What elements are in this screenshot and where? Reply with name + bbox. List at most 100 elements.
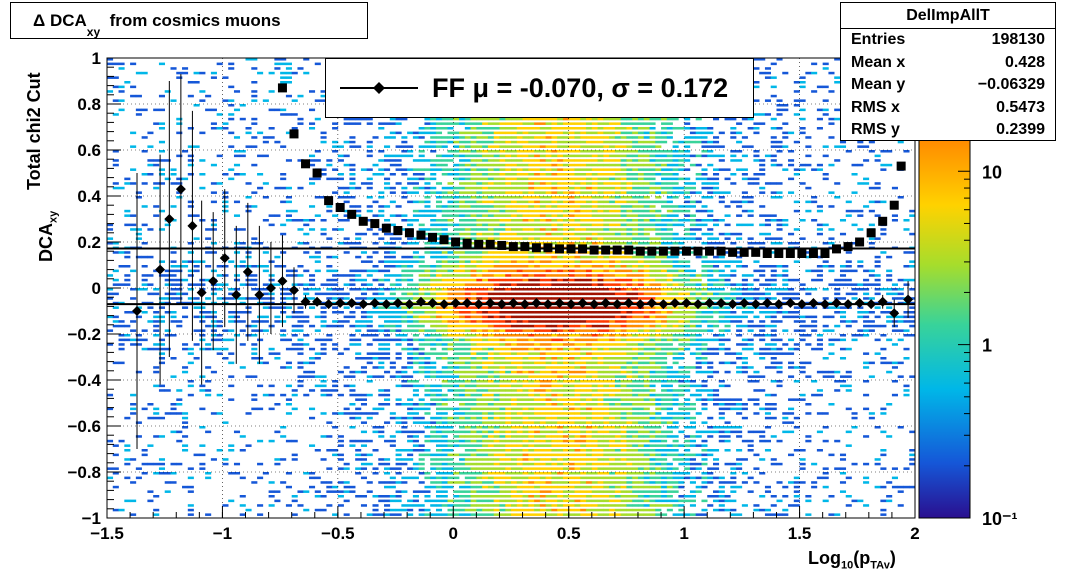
- heatmap-cell: [130, 311, 137, 314]
- heatmap-cell: [401, 214, 408, 217]
- heatmap-cell: [464, 177, 471, 181]
- heatmap-cell: [476, 163, 483, 167]
- heatmap-cell: [430, 214, 437, 217]
- heatmap-cell: [268, 274, 275, 277]
- heatmap-cell: [591, 472, 598, 475]
- heatmap-cell: [562, 301, 570, 305]
- heatmap-cell: [124, 223, 131, 227]
- heatmap-cell: [424, 283, 431, 286]
- heatmap-cell: [562, 324, 570, 328]
- heatmap-cell: [487, 320, 494, 323]
- heatmap-cell: [441, 255, 448, 259]
- heatmap-cell: [470, 205, 477, 208]
- heatmap-cell: [551, 504, 558, 507]
- heatmap-cell: [539, 347, 546, 351]
- heatmap-cell: [551, 430, 558, 434]
- heatmap-cell: [591, 173, 598, 176]
- heatmap-cell: [349, 168, 356, 171]
- heatmap-cell: [430, 430, 437, 434]
- heatmap-cell: [135, 334, 142, 337]
- heatmap-cell: [597, 283, 604, 286]
- heatmap-cell: [326, 177, 333, 181]
- heatmap-cell: [366, 274, 373, 277]
- heatmap-cell: [516, 311, 523, 314]
- heatmap-cell: [516, 315, 523, 319]
- heatmap-cell: [522, 485, 529, 489]
- heatmap-cell: [470, 214, 477, 217]
- heatmap-cell: [528, 311, 535, 314]
- heatmap-cell: [418, 145, 425, 148]
- heatmap-cell: [441, 430, 448, 434]
- heatmap-cell: [476, 476, 483, 480]
- heatmap-cell: [499, 182, 506, 185]
- heatmap-cell: [545, 163, 552, 167]
- heatmap-cell: [534, 426, 541, 429]
- heatmap-cell: [551, 449, 558, 452]
- heatmap-cell: [435, 481, 443, 484]
- heatmap-cell: [453, 163, 460, 167]
- heatmap-cell: [522, 214, 529, 217]
- heatmap-cell: [562, 315, 570, 319]
- heatmap-cell: [441, 136, 448, 139]
- heatmap-cell: [522, 334, 529, 337]
- heatmap-cell: [401, 366, 408, 369]
- heatmap-cell: [326, 467, 333, 470]
- heatmap-cell: [245, 334, 252, 337]
- heatmap-cell: [430, 370, 437, 374]
- heatmap-cell: [453, 513, 460, 516]
- heatmap-cell: [562, 154, 570, 158]
- heatmap-cell: [534, 127, 541, 130]
- heatmap-cell: [499, 453, 506, 457]
- heatmap-cell: [557, 504, 564, 507]
- heatmap-cell: [130, 223, 137, 227]
- heatmap-cell: [412, 219, 419, 222]
- heatmap-cell: [187, 283, 194, 286]
- heatmap-cell: [597, 260, 604, 263]
- heatmap-cell: [135, 370, 142, 374]
- heatmap-cell: [464, 288, 471, 291]
- heatmap-cell: [528, 403, 535, 406]
- heatmap-cell: [187, 490, 194, 493]
- heatmap-cell: [216, 297, 223, 300]
- heatmap-cell: [586, 209, 593, 213]
- heatmap-cell: [482, 278, 489, 282]
- heatmap-cell: [326, 334, 333, 337]
- heatmap-cell: [470, 209, 477, 213]
- heatmap-cell: [222, 357, 229, 360]
- heatmap-cell: [355, 214, 362, 217]
- heatmap-cell: [187, 513, 194, 516]
- heatmap-cell: [407, 449, 414, 452]
- heatmap-cell: [262, 265, 269, 268]
- heatmap-cell: [539, 426, 546, 429]
- heatmap-cell: [118, 265, 125, 268]
- heatmap-cell: [424, 453, 431, 457]
- heatmap-cell: [591, 145, 598, 148]
- heatmap-cell: [326, 269, 333, 273]
- heatmap-cell: [487, 127, 494, 130]
- heatmap-cell: [470, 389, 477, 392]
- heatmap-cell: [580, 476, 587, 480]
- heatmap-cell: [430, 485, 437, 489]
- heatmap-cell: [418, 403, 425, 406]
- heatmap-cell: [378, 495, 385, 498]
- heatmap-cell: [424, 315, 431, 319]
- heatmap-cell: [603, 209, 610, 213]
- heatmap-cell: [395, 329, 402, 332]
- heatmap-cell: [551, 127, 558, 130]
- heatmap-cell: [395, 117, 402, 121]
- heatmap-cell: [539, 251, 546, 254]
- heatmap-cell: [395, 283, 402, 286]
- heatmap-cell: [124, 324, 131, 328]
- heatmap-cell: [210, 412, 217, 415]
- heatmap-cell: [562, 182, 570, 185]
- heatmap-cell: [314, 352, 321, 355]
- heatmap-cell: [199, 131, 206, 135]
- heatmap-cell: [176, 269, 183, 273]
- heatmap-cell: [459, 292, 466, 296]
- heatmap-cell: [516, 140, 523, 144]
- heatmap-cell: [401, 403, 408, 406]
- heatmap-cell: [545, 168, 552, 171]
- heatmap-cell: [355, 205, 362, 208]
- heatmap-cell: [257, 338, 264, 342]
- heatmap-cell: [551, 499, 558, 503]
